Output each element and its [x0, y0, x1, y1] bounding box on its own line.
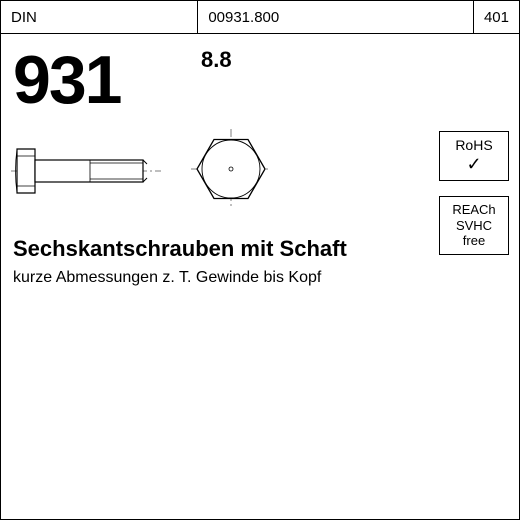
header-code-cell: 00931.800	[198, 1, 474, 33]
bolt-top-view-icon	[191, 129, 271, 209]
product-subtitle: kurze Abmessungen z. T. Gewinde bis Kopf	[13, 269, 321, 287]
rohs-badge: RoHS ✓	[439, 131, 509, 181]
reach-line2: SVHC	[442, 218, 506, 234]
product-code: 00931.800	[208, 9, 279, 26]
header-num-cell: 401	[474, 1, 519, 33]
bolt-side-view-icon	[11, 136, 161, 206]
din-label: DIN	[11, 9, 37, 26]
spec-header: DIN 00931.800 401	[1, 1, 519, 34]
strength-grade: 8.8	[201, 47, 232, 73]
header-din-cell: DIN	[1, 1, 198, 33]
rohs-label: RoHS	[442, 137, 506, 154]
check-icon: ✓	[442, 154, 506, 176]
header-number: 401	[484, 9, 509, 26]
reach-badge: REACh SVHC free	[439, 196, 509, 255]
reach-line1: REACh	[442, 202, 506, 218]
reach-line3: free	[442, 233, 506, 249]
product-title: Sechskantschrauben mit Schaft	[13, 236, 347, 262]
standard-number: 931	[13, 41, 120, 119]
